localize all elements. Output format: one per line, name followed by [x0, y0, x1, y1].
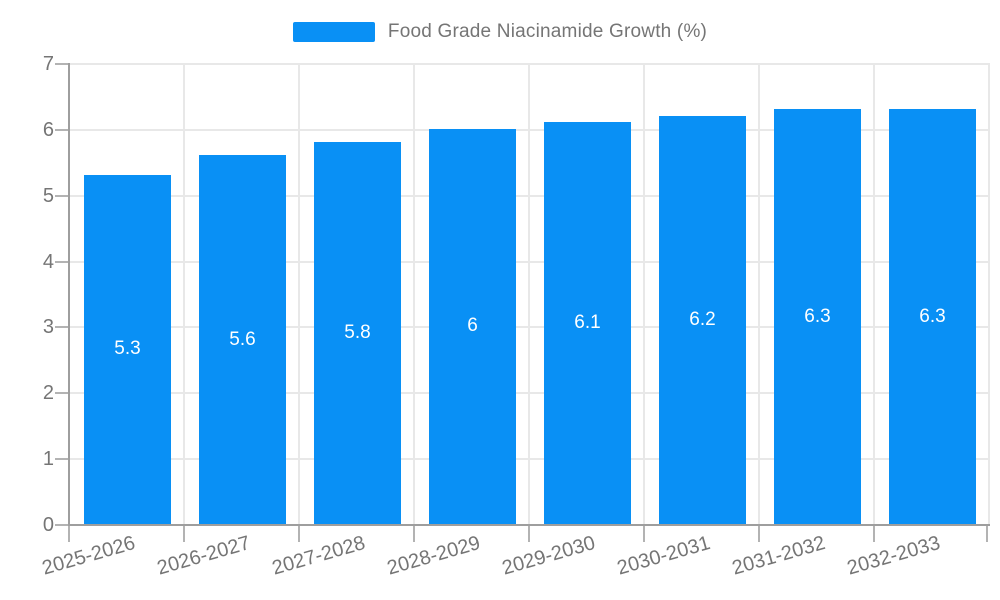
y-tick-label: 7 [42, 53, 54, 75]
x-axis-tick [68, 526, 70, 542]
gridline-horizontal [70, 128, 990, 131]
gridline-vertical [758, 63, 760, 524]
gridline-vertical [183, 63, 185, 524]
gridline-vertical [413, 63, 415, 524]
gridline-horizontal [70, 194, 990, 197]
gridline-horizontal [70, 392, 990, 395]
x-axis-tick [758, 526, 760, 542]
y-axis-tick [55, 458, 68, 461]
legend-swatch [292, 22, 375, 42]
gridline-vertical [528, 63, 530, 524]
y-tick-label: 5 [42, 184, 54, 207]
bar[interactable]: 6.1 [543, 122, 632, 524]
y-axis-tick [55, 260, 68, 263]
x-tick-label: 2030-2031 [614, 532, 713, 580]
gridline-horizontal [70, 326, 990, 329]
y-axis-tick [55, 524, 68, 526]
y-tick-label: 3 [42, 316, 54, 339]
y-tick-label: 2 [42, 382, 54, 405]
bar[interactable]: 5.3 [83, 174, 172, 524]
gridline-horizontal [70, 458, 990, 461]
bar[interactable]: 6 [428, 128, 517, 524]
y-axis-tick [55, 194, 68, 197]
y-tick-label: 4 [42, 250, 54, 273]
y-axis-tick [55, 128, 68, 131]
bar-value-label: 6.1 [574, 312, 601, 334]
bar-value-label: 5.6 [229, 328, 256, 350]
bar-value-label: 6.2 [689, 308, 716, 330]
plot-area: 5.3 5.6 5.8 6 6.1 6.2 6.3 6.3 [68, 63, 990, 526]
y-tick-label: 6 [42, 118, 54, 141]
x-tick-label: 2029-2030 [499, 532, 598, 580]
bar[interactable]: 6.3 [888, 109, 977, 524]
bar[interactable]: 6.3 [773, 109, 862, 524]
x-axis-tick [643, 526, 645, 542]
legend-label: Food Grade Niacinamide Growth (%) [387, 21, 708, 42]
y-tick-label: 1 [42, 448, 54, 471]
x-axis-tick [873, 526, 875, 542]
bar[interactable]: 5.8 [313, 142, 402, 524]
x-tick-label: 2028-2029 [384, 532, 483, 580]
bar-value-label: 6.3 [919, 305, 946, 327]
bar-value-label: 5.3 [114, 338, 141, 360]
gridline-horizontal [70, 63, 990, 65]
y-axis-tick [55, 326, 68, 329]
bar-value-label: 6 [467, 315, 478, 337]
y-axis-tick [55, 392, 68, 395]
x-tick-label: 2031-2032 [729, 532, 828, 580]
x-axis-tick [183, 526, 185, 542]
legend[interactable]: Food Grade Niacinamide Growth (%) [0, 21, 1000, 43]
y-tick-label: 0 [42, 514, 54, 536]
gridline-vertical [298, 63, 300, 524]
x-tick-label: 2026-2027 [154, 532, 253, 580]
x-axis-tick [298, 526, 300, 542]
bar[interactable]: 6.2 [658, 115, 747, 524]
x-axis-tick [528, 526, 530, 542]
bar-value-label: 6.3 [804, 305, 831, 327]
x-axis-tick [986, 526, 988, 542]
x-tick-label: 2027-2028 [269, 532, 368, 580]
gridline-vertical [643, 63, 645, 524]
bar[interactable]: 5.6 [198, 155, 287, 524]
y-axis-tick [55, 63, 68, 65]
gridline-vertical [873, 63, 875, 524]
gridline-horizontal [70, 260, 990, 263]
x-tick-label: 2032-2033 [844, 532, 943, 580]
gridline-vertical [988, 63, 990, 524]
x-axis-tick [413, 526, 415, 542]
x-tick-label: 2025-2026 [39, 532, 138, 580]
bar-value-label: 5.8 [344, 322, 371, 344]
